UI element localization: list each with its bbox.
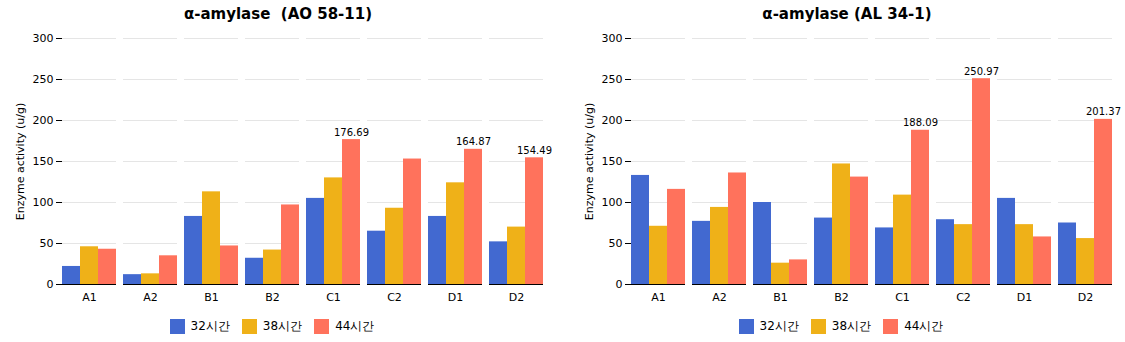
svg-text:B1: B1 [773,291,788,304]
svg-text:201.37: 201.37 [1086,106,1121,117]
svg-text:50: 50 [40,237,54,250]
svg-text:250.97: 250.97 [964,66,999,77]
svg-text:D2: D2 [509,291,524,304]
html-text:44시간: 44시간 [335,319,375,333]
svg-text:300: 300 [602,32,623,45]
svg-text:200: 200 [33,114,54,127]
svg-text:0: 0 [47,278,54,291]
svg-text:176.69: 176.69 [334,127,369,138]
svg-text:A1: A1 [651,291,666,304]
svg-text:A2: A2 [143,291,158,304]
html-text:32시간: 32시간 [759,319,799,333]
svg-text:Enzyme activity (u/g): Enzyme activity (u/g) [14,103,27,220]
svg-text:C1: C1 [895,291,910,304]
svg-text:A1: A1 [82,291,97,304]
html-text:38시간: 38시간 [262,319,303,333]
svg-text:250: 250 [33,73,54,86]
svg-text:250: 250 [602,73,623,86]
svg-text:150: 150 [602,155,623,168]
svg-text:A2: A2 [712,291,727,304]
svg-text:164.87: 164.87 [456,136,491,147]
svg-text:C2: C2 [387,291,402,304]
svg-text:B2: B2 [834,291,849,304]
html-text:32시간: 32시간 [190,319,230,333]
html-text:44시간: 44시간 [904,319,944,333]
svg-text:50: 50 [609,237,623,250]
svg-text:200: 200 [602,114,623,127]
svg-text:D1: D1 [448,291,463,304]
svg-text:Enzyme activity (u/g): Enzyme activity (u/g) [583,103,596,220]
svg-text:154.49: 154.49 [517,145,552,156]
svg-text:B1: B1 [204,291,219,304]
svg-text:D2: D2 [1078,291,1093,304]
svg-text:D1: D1 [1017,291,1032,304]
html-text:38시간: 38시간 [831,319,872,333]
svg-text:150: 150 [33,155,54,168]
html-text:α-amylase (AO 58-11): α-amylase (AO 58-11) [183,5,373,23]
svg-text:B2: B2 [265,291,280,304]
svg-text:C2: C2 [956,291,971,304]
svg-text:100: 100 [602,196,623,209]
html-text:α-amylase (AL 34-1): α-amylase (AL 34-1) [762,5,932,23]
svg-text:0: 0 [616,278,623,291]
svg-text:C1: C1 [326,291,341,304]
svg-text:100: 100 [33,196,54,209]
svg-text:300: 300 [33,32,54,45]
svg-text:188.09: 188.09 [903,117,938,128]
